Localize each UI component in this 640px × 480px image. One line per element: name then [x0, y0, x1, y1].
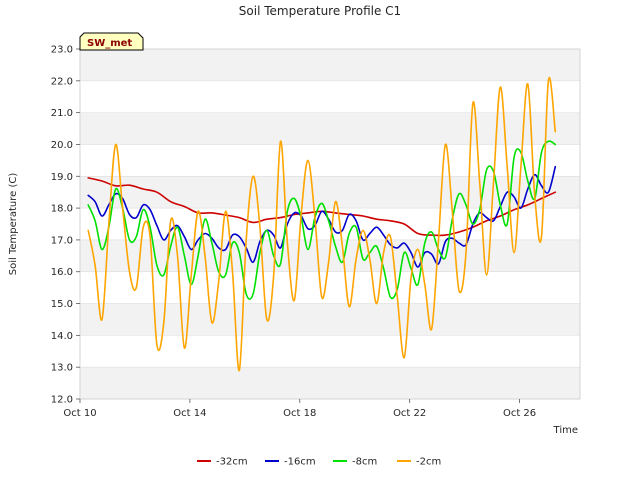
- site-badge: SW_met: [79, 32, 144, 51]
- y-tick-label: 18.0: [51, 204, 73, 215]
- y-tick-label: 14.0: [51, 331, 73, 342]
- legend-label: -2cm: [416, 457, 441, 468]
- plot-frame: [79, 48, 581, 400]
- y-tick-label: 23.0: [51, 45, 73, 56]
- site-badge-box: [79, 32, 144, 51]
- grid-band: [80, 144, 580, 177]
- y-tick-label: 15.0: [51, 299, 73, 310]
- x-tick-label: Oct 10: [63, 408, 96, 419]
- grid-band: [80, 367, 580, 399]
- legend-item: -8cm: [333, 457, 377, 468]
- y-tick-label: 19.0: [51, 172, 73, 183]
- x-tick-label: Oct 22: [393, 408, 426, 419]
- y-axis: 12.0 13.0 14.0 15.0 16.0 17.0 18.0 19.0 20.0 21.0…: [51, 45, 80, 406]
- y-tick-label: 16.0: [51, 267, 73, 278]
- legend-label: -32cm: [216, 457, 248, 468]
- x-axis: Oct 10 Oct 14 Oct 18 Oct 22 Oct 26: [63, 399, 536, 419]
- grid-band: [80, 335, 580, 368]
- legend: -32cm -16cm -8cm -2cm: [197, 457, 441, 468]
- x-tick-label: Oct 18: [283, 408, 316, 419]
- y-tick-label: 13.0: [51, 363, 73, 374]
- series-layer: [87, 76, 557, 372]
- legend-label: -8cm: [352, 457, 377, 468]
- y-tick-label: 22.0: [51, 76, 73, 87]
- y-tick-label: 21.0: [51, 108, 73, 119]
- y-axis-title: Soil Temperature (C): [8, 173, 19, 276]
- chart-title: Soil Temperature Profile C1: [239, 4, 401, 18]
- series-line-8cmcm: [87, 140, 557, 300]
- series-line-2cmcm: [87, 76, 557, 372]
- x-tick-label: Oct 14: [173, 408, 206, 419]
- y-tick-label: 17.0: [51, 235, 73, 246]
- x-axis-title: Time: [553, 425, 578, 436]
- grid-band: [80, 271, 580, 304]
- legend-item: -16cm: [265, 457, 316, 468]
- grid-band: [80, 49, 580, 81]
- x-tick-label: Oct 26: [503, 408, 536, 419]
- legend-label: -16cm: [284, 457, 316, 468]
- y-tick-label: 12.0: [51, 395, 73, 406]
- grid-band: [80, 80, 580, 113]
- y-tick-label: 20.0: [51, 140, 73, 151]
- site-badge-label: SW_met: [87, 38, 132, 49]
- legend-item: -32cm: [197, 457, 248, 468]
- legend-item: -2cm: [397, 457, 441, 468]
